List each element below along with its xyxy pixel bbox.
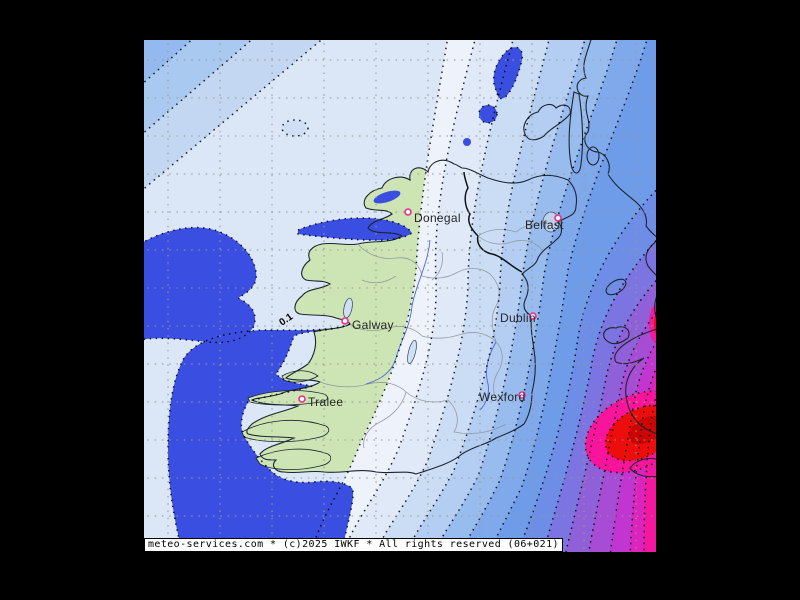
- weather-map: 0.1 Donegal Belfast Galway Dublin Tralee…: [144, 40, 656, 552]
- city-marker-dublin: [529, 312, 537, 320]
- city-marker-wexford: [518, 391, 526, 399]
- ireland-coastline: [246, 159, 578, 475]
- lough-derg: [407, 339, 417, 365]
- arran-coastline: [586, 146, 600, 166]
- cell-atlantic: [144, 227, 257, 343]
- wales-coastline: [614, 328, 656, 478]
- city-marker-galway: [341, 317, 349, 325]
- city-label-tralee: Tralee: [308, 395, 343, 409]
- islay-jura-coastline: [523, 103, 571, 141]
- cell-light-oval: [282, 120, 308, 136]
- watermark: meteo-services.com * (c)2025 IWKF * All …: [144, 538, 563, 552]
- city-marker-belfast: [554, 214, 562, 222]
- cell-donegal-bay: [298, 218, 412, 241]
- county-borders: [319, 222, 553, 449]
- city-label-dublin: Dublin: [500, 311, 536, 325]
- edge-red-streak: [654, 314, 656, 334]
- city-marker-tralee: [298, 395, 306, 403]
- city-label-belfast: Belfast: [525, 218, 564, 232]
- river-shannon: [365, 239, 431, 385]
- cell-scotland-1: [493, 47, 523, 99]
- northern-ireland-border: [463, 171, 523, 273]
- cell-scotland-3: [463, 138, 471, 146]
- kerry-peninsulas: [241, 370, 332, 470]
- city-marker-donegal: [404, 208, 412, 216]
- corner-band-2: [144, 40, 252, 133]
- kintyre-coastline: [568, 91, 584, 174]
- beara-peninsula: [255, 448, 332, 470]
- cell-donegal-north: [373, 190, 401, 204]
- anglesey-coastline: [603, 326, 630, 345]
- contour-lines: [144, 40, 656, 552]
- city-label-wexford: Wexford: [479, 390, 526, 404]
- isle-of-man-coastline: [605, 278, 627, 296]
- heavy-precip-cells: [144, 47, 523, 552]
- galloway-coastline: [645, 240, 656, 319]
- city-label-donegal: Donegal: [414, 211, 461, 225]
- cell-southwest: [168, 324, 354, 552]
- city-label-galway: Galway: [352, 318, 394, 332]
- coastlines: [246, 40, 656, 478]
- precipitation-map-svg: 0.1 Donegal Belfast Galway Dublin Tralee…: [144, 40, 656, 552]
- city-labels: Donegal Belfast Galway Dublin Tralee Wex…: [298, 208, 564, 409]
- edge-pink-streak: [649, 305, 656, 343]
